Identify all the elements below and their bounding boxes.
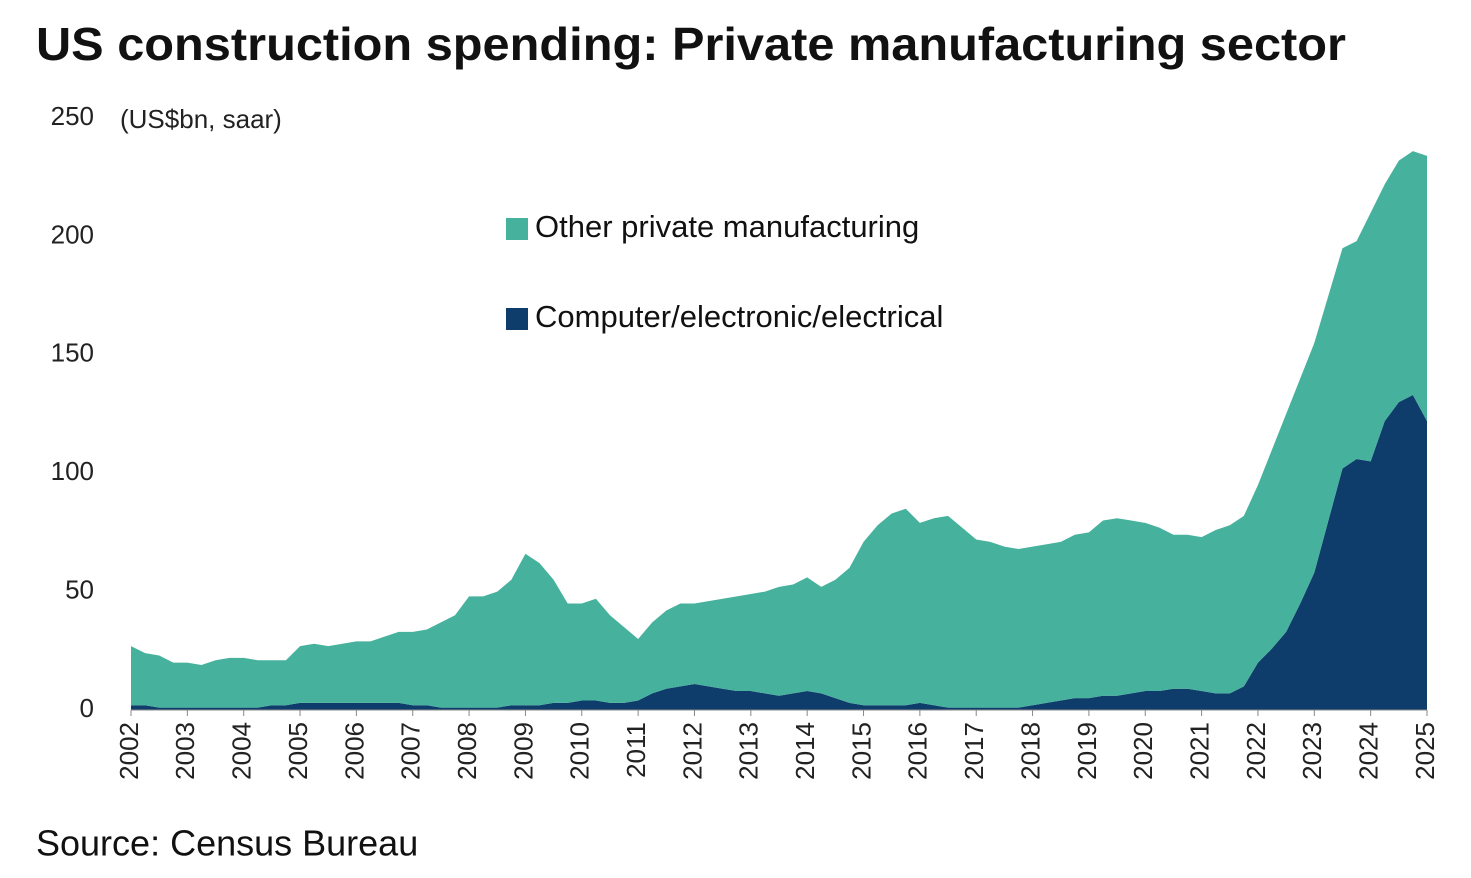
y-tick-label: 0	[80, 693, 94, 723]
x-tick-label: 2008	[452, 722, 482, 780]
x-tick-label: 2007	[396, 722, 426, 780]
legend-swatch	[506, 308, 528, 330]
y-tick-label: 250	[51, 101, 94, 131]
x-tick-label: 2009	[508, 722, 538, 780]
x-tick-label: 2014	[790, 722, 820, 780]
unit-label: (US$bn, saar)	[120, 104, 282, 134]
x-tick-label: 2013	[734, 722, 764, 780]
x-tick-label: 2024	[1354, 722, 1384, 780]
source: Source: Census Bureau	[36, 823, 418, 864]
x-tick-label: 2023	[1297, 722, 1327, 780]
y-tick-label: 100	[51, 456, 94, 486]
y-tick-label: 50	[65, 574, 94, 604]
x-tick-label: 2017	[959, 722, 989, 780]
x-tick-label: 2011	[621, 722, 651, 778]
chart-title: US construction spending: Private manufa…	[36, 18, 1346, 70]
y-tick-label: 200	[51, 219, 94, 249]
y-tick-label: 150	[51, 338, 94, 368]
legend-swatch	[506, 218, 528, 240]
x-tick-label: 2025	[1410, 722, 1440, 780]
legend-label: Other private manufacturing	[535, 209, 919, 244]
x-tick-label: 2012	[677, 722, 707, 780]
x-tick-label: 2019	[1072, 722, 1102, 780]
x-tick-label: 2018	[1015, 722, 1045, 780]
area	[131, 151, 1427, 708]
x-tick-label: 2010	[565, 722, 595, 780]
x-tick-label: 2005	[283, 722, 313, 780]
x-tick-label: 2003	[170, 722, 200, 780]
x-tick-label: 2016	[903, 722, 933, 780]
x-tick-label: 2020	[1128, 722, 1158, 780]
x-tick-label: 2006	[339, 722, 369, 780]
x-tick-label: 2021	[1184, 722, 1214, 780]
x-tick-label: 2004	[227, 722, 257, 780]
area	[131, 395, 1427, 710]
x-tick-label: 2015	[846, 722, 876, 780]
legend-label: Computer/electronic/electrical	[535, 299, 943, 334]
x-tick-label: 2002	[114, 722, 144, 780]
x-tick-label: 2022	[1241, 722, 1271, 780]
